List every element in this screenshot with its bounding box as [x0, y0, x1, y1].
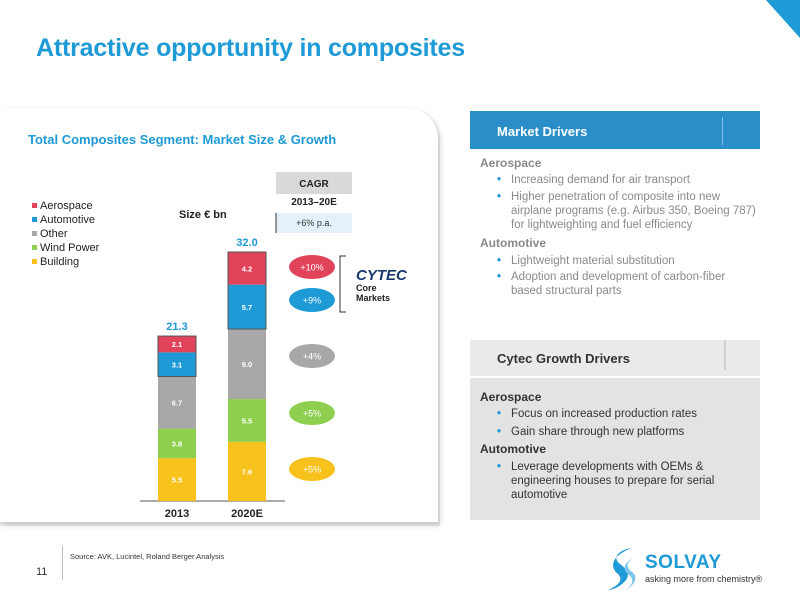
bar-segment — [228, 399, 266, 442]
data-label: 9.0 — [242, 360, 252, 369]
cg-bullet: • Leverage developments with OEMs & engin… — [497, 461, 715, 501]
cagr-total: +6% p.a. — [296, 218, 332, 228]
logo-tagline: asking more from chemistry® — [645, 574, 763, 584]
data-label: 4.2 — [242, 264, 252, 273]
market-drivers-title: Market Drivers — [497, 124, 588, 139]
cagr-value: +9% — [303, 296, 321, 306]
cagr-value: +4% — [303, 352, 321, 362]
md-bullet: • Increasing demand for air transport — [497, 174, 690, 186]
legend-label: Building — [40, 256, 79, 268]
data-label: 2.1 — [172, 340, 182, 349]
data-label: 3.1 — [172, 360, 182, 369]
legend-label: Other — [40, 228, 68, 240]
market-size-chart: 5.5 3.8 6.7 3.1 2.1 21.3 2013 7.6 5.5 9.0 5.7 4.2 32… — [32, 172, 408, 520]
legend-swatch — [32, 259, 37, 264]
md-bullet: • Higher penetration of composite into ne… — [497, 191, 756, 231]
legend-swatch — [32, 203, 37, 208]
md-section-aerospace: Aerospace — [480, 156, 542, 170]
logo-wordmark: SOLVAY — [645, 552, 722, 573]
legend-swatch — [32, 231, 37, 236]
legend-label: Wind Power — [40, 242, 100, 254]
cagr-bubble — [289, 457, 335, 481]
total-label: 32.0 — [236, 237, 257, 249]
data-label: 7.6 — [242, 467, 252, 476]
bar-segment — [228, 329, 266, 400]
data-label: 3.8 — [172, 439, 182, 448]
data-label: 6.7 — [172, 399, 182, 408]
bar-segment — [228, 252, 266, 285]
market-drivers-header — [470, 111, 760, 149]
cg-section-automotive: Automotive — [480, 442, 546, 456]
page-title: Attractive opportunity in composites — [36, 34, 465, 62]
md-section-automotive: Automotive — [480, 236, 546, 250]
page-number: 11 — [36, 566, 48, 578]
bar-segment — [158, 352, 196, 377]
cagr-total-box — [276, 213, 352, 233]
md-bullet: • Lightweight material substitution — [497, 255, 675, 267]
cagr-bubble — [289, 255, 335, 279]
cytec-logo: CYTEC — [356, 267, 408, 284]
cytec-drivers-body — [470, 378, 760, 520]
cytec-drivers-title: Cytec Growth Drivers — [497, 351, 630, 366]
bar-segment — [158, 336, 196, 353]
cagr-bubble — [289, 344, 335, 368]
bar-segment — [228, 284, 266, 330]
cagr-bubble — [289, 401, 335, 425]
corner-decoration — [766, 0, 800, 38]
bar-segment — [228, 441, 266, 501]
cagr-header-box — [276, 172, 352, 194]
total-label: 21.3 — [166, 321, 187, 333]
cagr-value: +5% — [303, 409, 321, 419]
x-tick-label: 2020E — [231, 508, 263, 520]
source-note: Source: AVK, Lucintel, Roland Berger Ana… — [70, 552, 225, 561]
bar-segment — [158, 458, 196, 501]
cytec-label-line: Markets — [356, 293, 390, 303]
core-market-outline — [227, 251, 267, 330]
cagr-period: 2013–20E — [291, 197, 337, 208]
legend-label: Automotive — [40, 214, 95, 226]
cytec-drivers-header — [470, 340, 760, 376]
cagr-header: CAGR — [299, 179, 329, 190]
legend-label: Aerospace — [40, 200, 93, 212]
header-decoration — [722, 117, 744, 145]
chart-title: Total Composites Segment: Market Size & … — [28, 132, 337, 147]
size-label: Size € bn — [179, 209, 227, 221]
legend-swatch — [32, 217, 37, 222]
cg-bullet: • Focus on increased production rates — [497, 408, 698, 420]
core-market-outline — [157, 335, 197, 378]
solvay-logo-icon — [608, 548, 636, 590]
bar-segment — [158, 376, 196, 429]
legend-swatch — [32, 245, 37, 250]
data-label: 5.7 — [242, 303, 252, 312]
data-label: 5.5 — [172, 476, 182, 485]
cg-bullet: • Gain share through new platforms — [497, 426, 685, 438]
bar-segment — [158, 428, 196, 459]
header-decoration — [724, 340, 726, 370]
data-label: 5.5 — [242, 416, 252, 425]
cytec-label-line: Core — [356, 283, 377, 293]
footer-divider — [62, 546, 63, 580]
chart-panel — [0, 108, 438, 522]
cagr-value: +10% — [300, 263, 323, 273]
cagr-bubble — [289, 288, 335, 312]
cagr-value: +5% — [303, 465, 321, 475]
core-bracket — [339, 255, 346, 313]
md-bullet: • Adoption and development of carbon-fibe… — [497, 271, 726, 297]
x-tick-label: 2013 — [165, 508, 189, 520]
cg-section-aerospace: Aerospace — [480, 390, 542, 404]
